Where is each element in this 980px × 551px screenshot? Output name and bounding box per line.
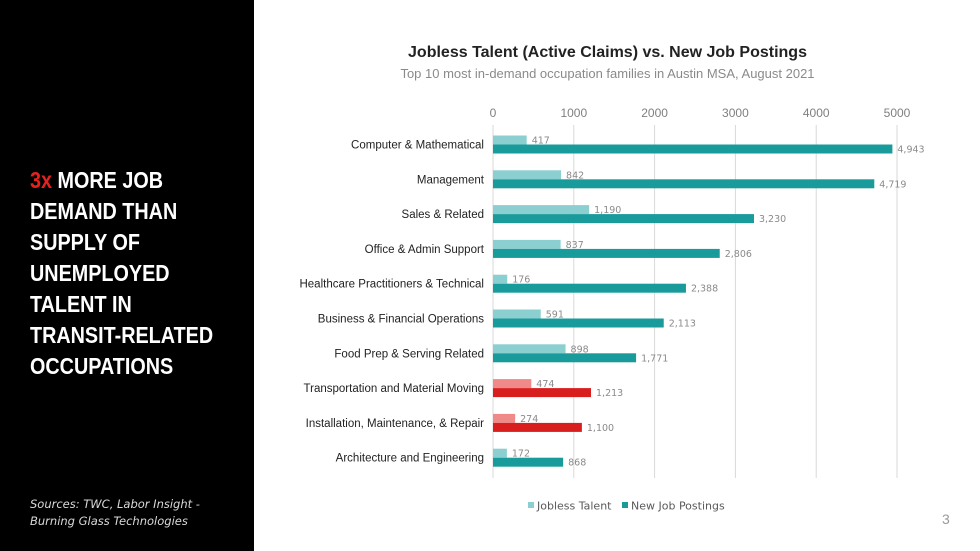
category-label: Healthcare Practitioners & Technical xyxy=(299,279,484,291)
jobless-bar xyxy=(493,239,561,249)
data-label: 172 xyxy=(512,449,530,460)
category-label: Food Prep & Serving Related xyxy=(334,348,484,360)
headline-accent: 3x xyxy=(30,167,53,193)
data-label: 1,213 xyxy=(596,388,623,399)
chart-subtitle: Top 10 most in-demand occupation familie… xyxy=(400,66,815,81)
headline-text: MORE JOB DEMAND THAN SUPPLY OF UNEMPLOYE… xyxy=(30,167,214,379)
postings-bar xyxy=(493,248,720,258)
postings-bar xyxy=(493,457,564,467)
jobless-bar xyxy=(493,170,562,180)
data-label: 4,719 xyxy=(879,179,906,190)
postings-bar xyxy=(493,283,686,293)
x-tick-label: 1000 xyxy=(560,106,587,120)
jobless-bar xyxy=(493,274,508,284)
data-label: 1,190 xyxy=(594,205,621,216)
jobless-bar xyxy=(493,379,532,389)
headline: 3x MORE JOB DEMAND THAN SUPPLY OF UNEMPL… xyxy=(30,165,219,382)
legend-swatch xyxy=(528,502,534,508)
data-label: 2,113 xyxy=(669,319,696,330)
sources-note: Sources: TWC, Labor Insight - Burning Gl… xyxy=(30,497,200,528)
data-label: 3,230 xyxy=(759,214,786,225)
postings-bar xyxy=(493,422,582,432)
x-tick-label: 3000 xyxy=(722,106,749,120)
category-label: Architecture and Engineering xyxy=(336,453,484,465)
category-label: Business & Financial Operations xyxy=(318,314,484,326)
jobless-bar xyxy=(493,135,527,145)
page-number: 3 xyxy=(942,511,950,527)
data-label: 474 xyxy=(536,379,554,390)
postings-bar xyxy=(493,353,637,363)
data-label: 4,943 xyxy=(897,145,924,156)
category-label: Transportation and Material Moving xyxy=(304,383,484,395)
jobless-bar xyxy=(493,344,566,354)
legend-swatch xyxy=(622,502,628,508)
postings-bar xyxy=(493,318,664,328)
jobless-bar xyxy=(493,309,541,319)
x-tick-label: 0 xyxy=(490,106,497,120)
jobless-bar xyxy=(493,205,590,215)
data-label: 898 xyxy=(571,344,589,355)
category-label: Sales & Related xyxy=(402,209,484,221)
postings-bar xyxy=(493,388,592,398)
data-label: 868 xyxy=(568,458,586,469)
legend-label: New Job Postings xyxy=(631,500,725,513)
left-panel: 3x MORE JOB DEMAND THAN SUPPLY OF UNEMPL… xyxy=(0,0,254,551)
jobless-bar xyxy=(493,448,507,458)
postings-bar xyxy=(493,179,875,189)
postings-bar xyxy=(493,144,893,154)
legend-label: Jobless Talent xyxy=(536,500,612,513)
x-tick-label: 2000 xyxy=(641,106,668,120)
data-label: 417 xyxy=(532,136,550,147)
x-tick-label: 5000 xyxy=(884,106,911,120)
data-label: 2,806 xyxy=(725,249,752,260)
jobless-bar xyxy=(493,413,516,423)
data-label: 274 xyxy=(520,414,538,425)
category-label: Installation, Maintenance, & Repair xyxy=(306,418,485,430)
data-label: 1,771 xyxy=(641,353,668,364)
data-label: 591 xyxy=(546,310,564,321)
data-label: 2,388 xyxy=(691,284,718,295)
data-label: 842 xyxy=(566,170,584,181)
x-tick-label: 4000 xyxy=(803,106,830,120)
category-label: Management xyxy=(417,174,485,186)
category-label: Computer & Mathematical xyxy=(351,140,484,152)
chart-title: Jobless Talent (Active Claims) vs. New J… xyxy=(408,44,807,61)
data-label: 837 xyxy=(566,240,584,251)
data-label: 176 xyxy=(512,275,530,286)
data-label: 1,100 xyxy=(587,423,614,434)
category-label: Office & Admin Support xyxy=(365,244,485,256)
postings-bar xyxy=(493,214,754,224)
